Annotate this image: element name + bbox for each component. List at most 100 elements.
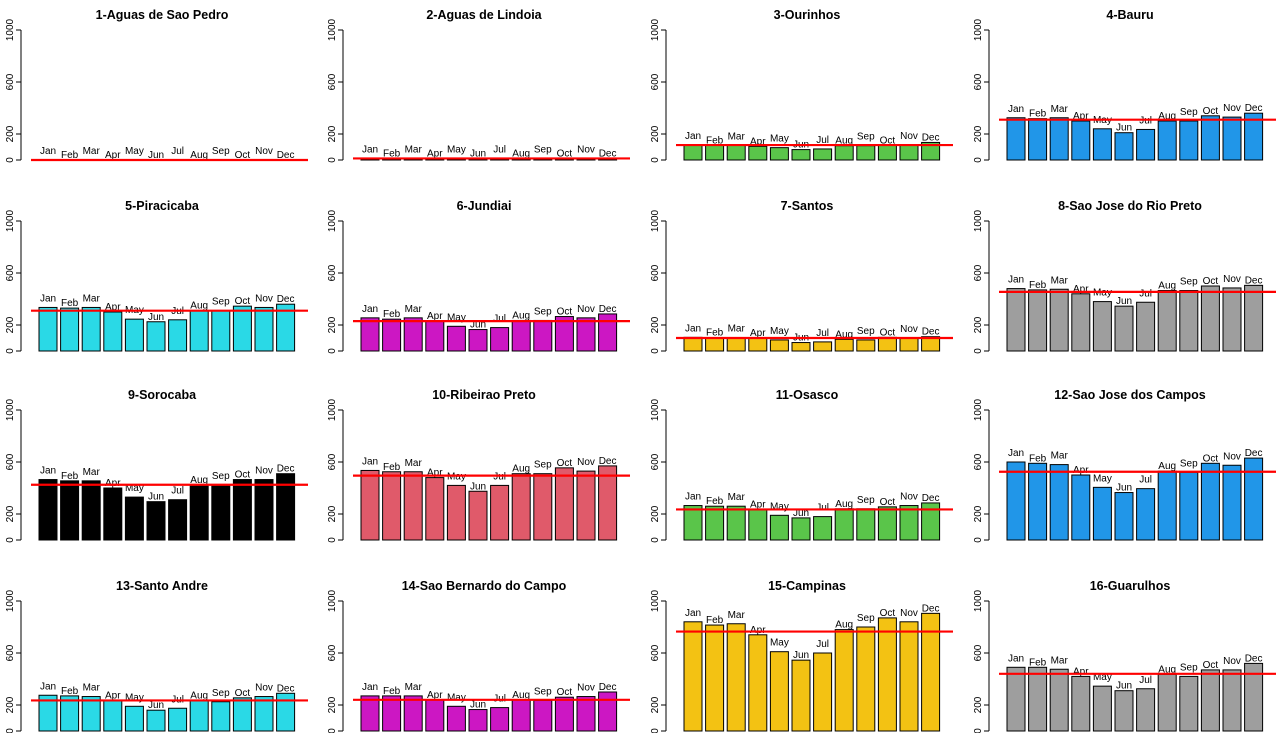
bar-label: Jan xyxy=(40,293,56,304)
bar-mar xyxy=(81,696,101,732)
bar-aug xyxy=(511,699,531,732)
bar-dec xyxy=(921,502,941,541)
bar-jun xyxy=(791,342,811,352)
bar-label: Nov xyxy=(577,304,595,315)
bar-mar xyxy=(726,505,746,541)
bar-label: Dec xyxy=(922,493,940,504)
bar-may xyxy=(1092,685,1112,732)
bar-label: Sep xyxy=(534,306,552,317)
bar-label: Aug xyxy=(1158,664,1176,675)
bar-label: Oct xyxy=(1203,660,1219,671)
bar-feb xyxy=(705,337,725,352)
chart-title: 4-Bauru xyxy=(1106,8,1153,22)
bar-label: Sep xyxy=(534,144,552,155)
y-tick-label: 0 xyxy=(973,157,984,163)
bar-label: May xyxy=(1093,473,1112,484)
bar-label: Feb xyxy=(383,148,401,159)
bar-label: Sep xyxy=(212,146,230,157)
bar-label: May xyxy=(770,326,789,337)
bar-sep xyxy=(1179,471,1199,541)
bar-dec xyxy=(598,313,618,352)
bar-label: Oct xyxy=(557,307,573,318)
bar-aug xyxy=(834,508,854,541)
bar-label: Sep xyxy=(1180,662,1198,673)
bar-apr xyxy=(103,487,123,541)
bar-feb xyxy=(705,144,725,161)
y-tick-label: 200 xyxy=(327,316,338,333)
bar-apr xyxy=(748,145,768,161)
y-tick-label: 1000 xyxy=(650,589,661,612)
bar-jun xyxy=(146,321,166,352)
bar-label: Nov xyxy=(577,144,595,155)
y-tick-label: 600 xyxy=(327,453,338,470)
bar-label: Feb xyxy=(383,462,401,473)
y-tick-label: 0 xyxy=(327,728,338,733)
bar-may xyxy=(1092,486,1112,541)
bar-label: Jul xyxy=(171,486,184,497)
bar-label: Aug xyxy=(835,620,853,631)
bar-sep xyxy=(1179,675,1199,732)
bar-label: May xyxy=(447,144,466,155)
bar-mar xyxy=(403,471,423,541)
bar-aug xyxy=(834,145,854,161)
bar-label: Feb xyxy=(383,309,401,320)
bar-label: Jun xyxy=(470,700,486,711)
bar-jun xyxy=(1114,305,1134,352)
bar-dec xyxy=(921,336,941,352)
bar-label: Apr xyxy=(427,690,443,701)
bar-label: Mar xyxy=(405,682,423,693)
y-tick-label: 200 xyxy=(973,316,984,333)
bar-label: Jul xyxy=(493,314,506,325)
bar-label: Mar xyxy=(83,683,101,694)
bar-jun xyxy=(1114,690,1134,732)
bar-label: Jul xyxy=(816,639,829,650)
bar-label: Jan xyxy=(40,466,56,477)
bar-jul xyxy=(1136,301,1156,352)
bar-oct xyxy=(232,305,252,352)
bar-jul xyxy=(1136,688,1156,732)
chart-title: 8-Sao Jose do Rio Preto xyxy=(1058,199,1202,213)
bar-label: Jan xyxy=(362,304,378,315)
bar-label: Dec xyxy=(922,327,940,338)
bar-label: Jul xyxy=(1139,115,1152,126)
y-tick-label: 0 xyxy=(650,348,661,354)
y-tick-label: 200 xyxy=(973,125,984,142)
bar-label: Jan xyxy=(40,681,56,692)
bar-label: Jan xyxy=(362,456,378,467)
bar-label: Nov xyxy=(900,608,918,619)
y-tick-label: 600 xyxy=(5,264,16,281)
chart-panel-14: 14-Sao Bernardo do Campo 0 200 600 1000 Jan Fe… xyxy=(327,579,630,734)
chart-panel-6: 6-Jundiai 0 200 600 1000 Jan Feb Mar Apr May Jun Ju… xyxy=(327,199,630,354)
bar-jan xyxy=(683,144,703,161)
bar-apr xyxy=(1071,293,1091,352)
y-tick-label: 600 xyxy=(5,644,16,661)
bar-may xyxy=(769,339,789,352)
bar-jan xyxy=(683,621,703,732)
bar-oct xyxy=(232,479,252,541)
bar-label: Nov xyxy=(900,492,918,503)
bar-label: Nov xyxy=(577,683,595,694)
bar-feb xyxy=(382,695,402,732)
bar-jan xyxy=(1006,666,1026,732)
bar-nov xyxy=(254,306,274,352)
bar-feb xyxy=(1028,289,1048,352)
y-tick-label: 1000 xyxy=(327,209,338,232)
bar-oct xyxy=(554,696,574,732)
bar-nov xyxy=(1222,287,1242,352)
bar-label: Sep xyxy=(212,688,230,699)
bar-sep xyxy=(533,699,553,732)
bar-nov xyxy=(899,505,919,541)
bar-aug xyxy=(1157,673,1177,732)
bar-nov xyxy=(1222,669,1242,732)
bar-label: Feb xyxy=(706,615,724,626)
bar-jul xyxy=(490,484,510,541)
bar-apr xyxy=(748,508,768,541)
bar-label: Jul xyxy=(493,471,506,482)
bar-jul xyxy=(813,516,833,541)
y-tick-label: 600 xyxy=(327,644,338,661)
bar-dec xyxy=(276,692,296,732)
bar-label: Apr xyxy=(105,690,121,701)
bar-label: Aug xyxy=(1158,111,1176,122)
bar-label: Sep xyxy=(857,326,875,337)
bar-label: Feb xyxy=(706,135,724,146)
